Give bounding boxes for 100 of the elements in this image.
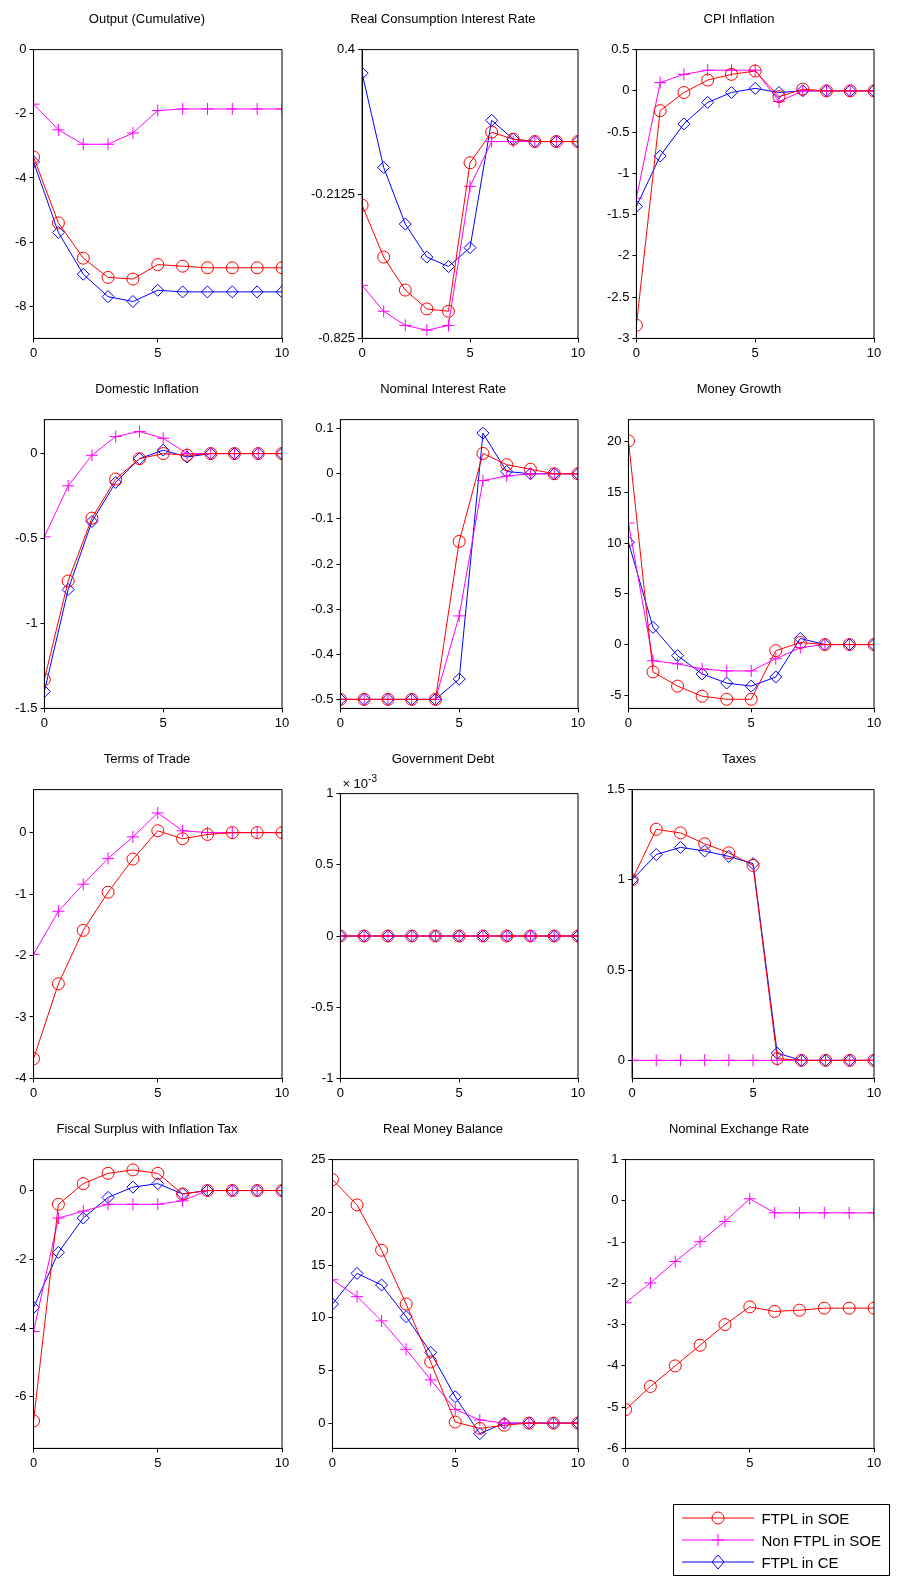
y-tick-label: 1 [611, 1151, 619, 1167]
y-tick-label: -0.5 [14, 530, 38, 546]
y-tick-label: -0.2125 [311, 185, 356, 201]
y-tick-label: -4 [15, 1319, 27, 1335]
y-tick-label: -4 [607, 1357, 619, 1373]
y-tick-label: -0.4 [310, 645, 334, 661]
y-tick-label: -2 [15, 105, 27, 121]
y-tick-label: -1.5 [606, 206, 630, 222]
x-tick-label: 5 [466, 344, 474, 360]
x-tick-label: 5 [455, 1084, 463, 1100]
legend-label: FTPL in CE [761, 1553, 839, 1571]
y-tick-label: -8 [15, 297, 27, 313]
y-tick-label: -2 [617, 247, 630, 263]
chart-title: Terms of Trade [103, 751, 191, 767]
y-tick-label: 0 [611, 1192, 619, 1208]
y-tick-label: -1.5 [14, 699, 38, 715]
x-tick-label: 10 [274, 714, 290, 730]
y-tick-label: -6 [607, 1439, 619, 1455]
x-tick-label: 10 [274, 1454, 290, 1470]
y-tick-label: -2.5 [606, 288, 630, 304]
y-tick-label: 0 [19, 1182, 27, 1198]
x-tick-label: 10 [570, 1084, 586, 1100]
y-tick-label: 25 [310, 1151, 326, 1167]
y-tick-label: -0.3 [310, 600, 334, 616]
y-tick-label: 0 [30, 445, 38, 461]
x-tick-label: 5 [154, 1084, 162, 1100]
y-tick-label: 5 [614, 585, 622, 601]
y-tick-label: 0 [622, 82, 630, 98]
x-tick-label: 10 [274, 344, 290, 360]
chart-title: Output (Cumulative) [88, 11, 206, 27]
chart-title: Taxes [722, 751, 757, 767]
y-tick-label: 15 [606, 484, 622, 500]
chart-title: Money Growth [696, 381, 782, 397]
y-tick-label: -0.5 [606, 123, 630, 139]
x-tick-label: 5 [455, 714, 463, 730]
chart-title: Nominal Interest Rate [380, 381, 506, 397]
x-tick-label: 5 [747, 714, 755, 730]
y-tick-label: -4 [15, 169, 27, 185]
x-tick-label: 5 [154, 344, 162, 360]
chart-title: Nominal Exchange Rate [668, 1121, 810, 1137]
y-tick-label: -2 [15, 1250, 27, 1266]
chart-title: Government Debt [391, 751, 495, 767]
y-tick-label: -1 [25, 615, 38, 631]
y-tick-label: -5 [609, 686, 622, 702]
y-tick-label: 1.5 [606, 781, 626, 797]
chart-title: Real Money Balance [383, 1121, 503, 1137]
x-tick-label: 5 [154, 1454, 162, 1470]
x-tick-label: 10 [274, 1084, 290, 1100]
y-tick-label: 0.5 [606, 961, 626, 977]
y-tick-label: -1 [15, 885, 27, 901]
x-tick-label: 10 [866, 1084, 882, 1100]
chart-title: Real Consumption Interest Rate [350, 11, 536, 27]
legend-label: Non FTPL in SOE [761, 1531, 881, 1549]
y-tick-label: 0.4 [337, 41, 356, 57]
chart-title: CPI Inflation [703, 11, 775, 27]
x-tick-label: 10 [570, 714, 586, 730]
y-tick-label: -1 [321, 1069, 334, 1085]
y-tick-label: 0 [614, 636, 622, 652]
x-tick-label: 0 [40, 714, 49, 730]
y-tick-label: 5 [318, 1361, 326, 1377]
y-tick-label: 15 [310, 1256, 326, 1272]
legend-label: FTPL in SOE [761, 1509, 850, 1527]
x-tick-label: 5 [451, 1454, 459, 1470]
y-tick-label: 0.5 [315, 856, 334, 872]
y-tick-label: 0.1 [315, 420, 334, 436]
y-tick-label: -0.825 [318, 329, 356, 345]
x-tick-label: 10 [570, 1454, 586, 1470]
y-tick-label: -0.1 [310, 510, 334, 526]
y-tick-label: 20 [310, 1203, 326, 1219]
y-tick-label: -6 [15, 1388, 27, 1404]
y-tick-label: -2 [607, 1274, 619, 1290]
y-tick-label: -5 [607, 1398, 619, 1414]
x-tick-label: 0 [358, 344, 366, 360]
x-tick-label: 5 [746, 1454, 754, 1470]
x-tick-label: 5 [159, 714, 167, 730]
y-tick-label: -3 [607, 1316, 619, 1332]
y-tick-label: 1 [326, 785, 334, 801]
y-tick-label: 0 [318, 1414, 326, 1430]
y-tick-label: 10 [310, 1309, 326, 1325]
y-tick-label: -4 [15, 1069, 27, 1085]
x-tick-label: 10 [866, 344, 882, 360]
x-tick-label: 10 [570, 344, 586, 360]
x-tick-label: 10 [866, 714, 882, 730]
y-tick-label: -2 [15, 947, 27, 963]
x-tick-label: 10 [866, 1454, 882, 1470]
y-tick-label: -0.5 [310, 998, 334, 1014]
y-tick-label: 0 [326, 465, 334, 481]
y-tick-label: 0 [326, 927, 334, 943]
y-tick-label: 0 [617, 1051, 626, 1067]
y-tick-label: 0 [19, 41, 27, 57]
y-tick-label: -1 [617, 164, 630, 180]
x-tick-label: 5 [749, 1084, 757, 1100]
y-tick-label: -3 [15, 1008, 27, 1024]
y-tick-label: -0.2 [310, 555, 334, 571]
y-tick-label: -0.5 [310, 690, 334, 706]
y-tick-label: 10 [606, 534, 622, 550]
y-tick-label: -6 [15, 233, 27, 249]
y-tick-label: -3 [617, 329, 630, 345]
y-tick-label: 20 [606, 433, 622, 449]
y-tick-label: 0.5 [611, 41, 630, 57]
